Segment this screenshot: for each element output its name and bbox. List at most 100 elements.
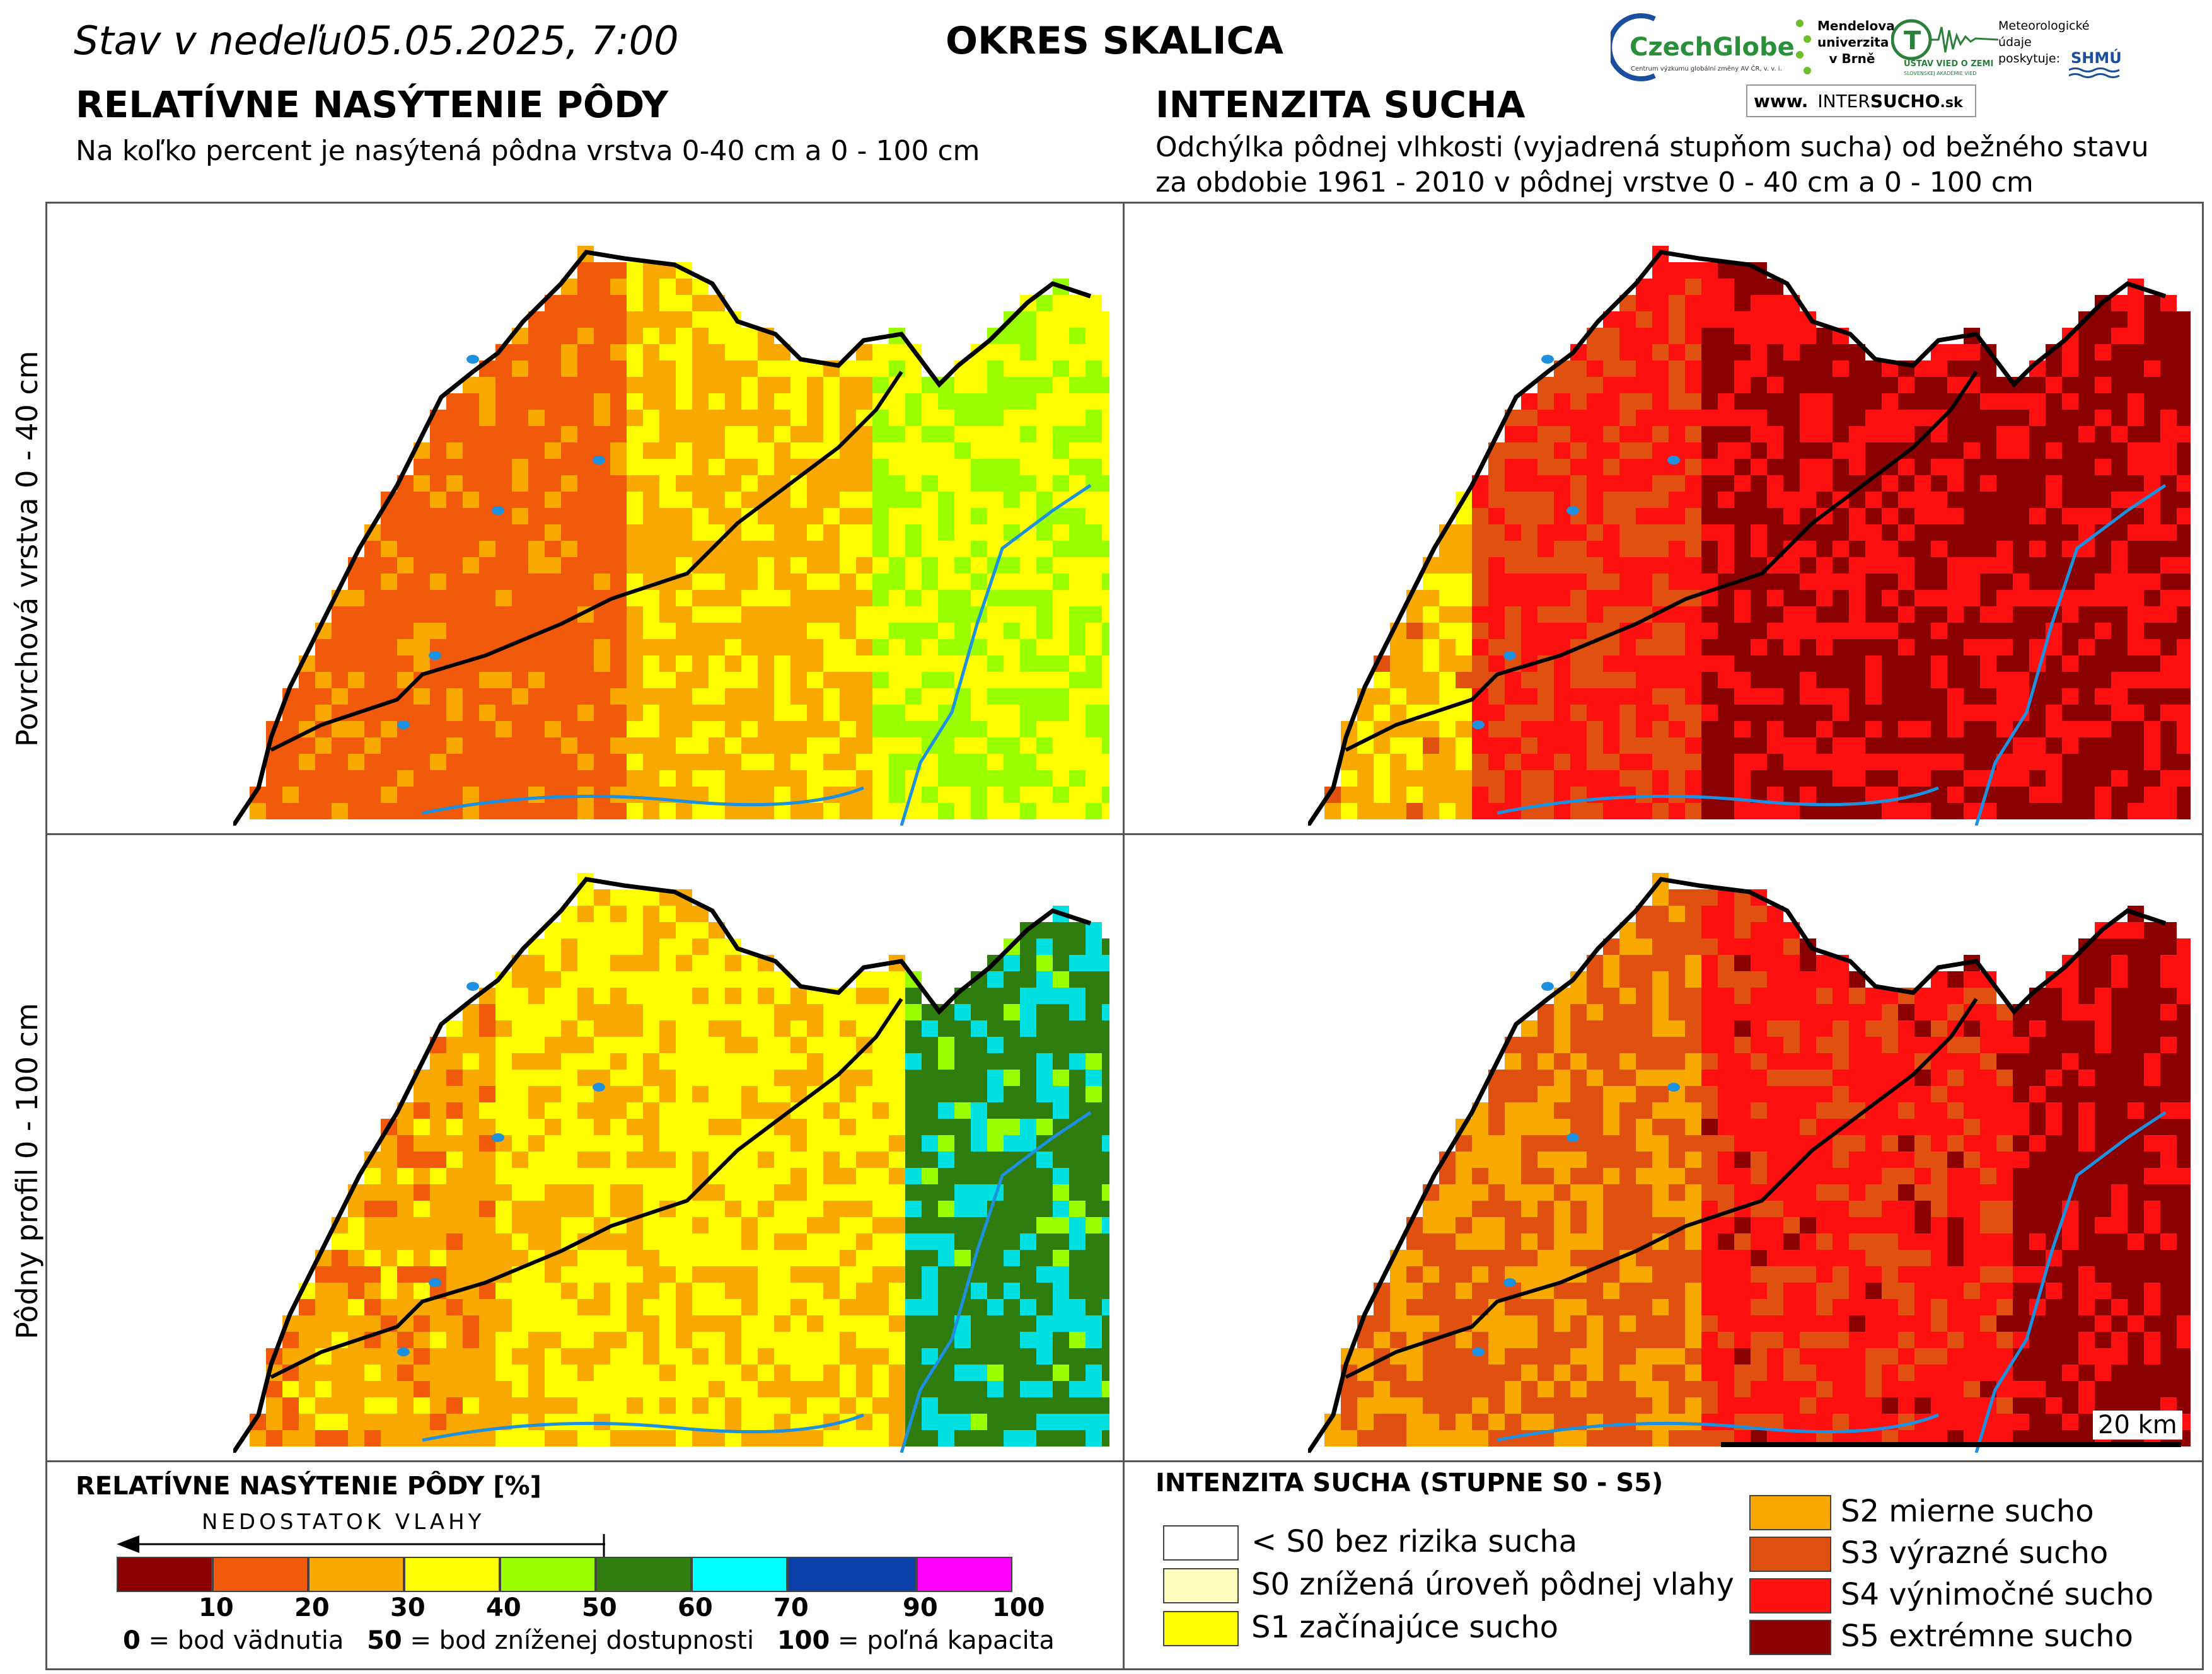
raster-cell: [2078, 541, 2095, 557]
raster-cell: [1537, 688, 1554, 705]
raster-cell: [610, 606, 627, 623]
river: [422, 1111, 1092, 1453]
raster-cell: [692, 1348, 709, 1365]
raster-cell: [1718, 889, 1734, 906]
raster-cell: [643, 721, 659, 737]
raster-cell: [1898, 508, 1914, 524]
raster-cell: [1086, 557, 1102, 574]
raster-cell: [545, 557, 561, 574]
raster-cell: [643, 754, 659, 770]
raster-cell: [1751, 442, 1767, 459]
raster-cell: [2111, 1004, 2128, 1020]
raster-cell: [643, 787, 659, 803]
raster-cell: [397, 639, 414, 655]
raster-cell: [692, 1119, 709, 1135]
raster-cell: [1685, 1053, 1701, 1070]
raster-cell: [1036, 1168, 1053, 1184]
raster-cell: [1086, 1020, 1102, 1037]
raster-cell: [1570, 737, 1587, 754]
raster-cell: [266, 1381, 282, 1397]
raster-cell: [2078, 557, 2095, 574]
raster-cell: [643, 1020, 659, 1037]
raster-cell: [725, 475, 741, 492]
raster-cell: [1036, 393, 1053, 410]
raster-cell: [1036, 1184, 1053, 1201]
raster-cell: [1521, 672, 1537, 688]
raster-cell: [922, 1152, 938, 1168]
raster-cell: [495, 492, 512, 508]
raster-cell: [676, 1037, 692, 1053]
raster-cell: [1069, 639, 1086, 655]
raster-cell: [1570, 1119, 1587, 1135]
raster-cell: [495, 1184, 512, 1201]
raster-cell: [938, 393, 954, 410]
raster-cell: [1931, 988, 1947, 1004]
row-label-profile: Pôdny profil 0 - 100 cm: [10, 1003, 44, 1339]
raster-cell: [2029, 1037, 2046, 1053]
raster-cell: [758, 393, 774, 410]
raster-cell: [1554, 475, 1570, 492]
raster-cell: [823, 1135, 840, 1152]
raster-cell: [1882, 606, 1898, 623]
raster-cell: [1783, 737, 1800, 754]
raster-cell: [512, 1348, 528, 1365]
raster-cell: [1069, 410, 1086, 426]
raster-cell: [692, 938, 709, 955]
raster-cell: [1800, 1168, 1816, 1184]
raster-cell: [1570, 688, 1587, 705]
raster-cell: [1053, 1283, 1069, 1299]
raster-cell: [1554, 1152, 1570, 1168]
raster-cell: [1439, 655, 1456, 672]
raster-cell: [1053, 787, 1069, 803]
raster-cell: [2144, 938, 2160, 955]
intersucho-logo: www. INTERSUCHO.sk: [1746, 84, 1976, 117]
raster-cell: [2160, 524, 2177, 541]
raster-cell: [545, 1168, 561, 1184]
raster-cell: [1734, 770, 1751, 787]
raster-cell: [709, 361, 725, 377]
raster-cell: [889, 770, 905, 787]
raster-cell: [1102, 377, 1109, 393]
raster-cell: [495, 1020, 512, 1037]
raster-cell: [807, 492, 823, 508]
raster-cell: [1619, 1037, 1636, 1053]
raster-cell: [922, 721, 938, 737]
raster-cell: [2046, 1053, 2062, 1070]
raster-cell: [790, 492, 807, 508]
raster-cell: [545, 1414, 561, 1430]
raster-cell: [1996, 475, 2013, 492]
raster-cell: [594, 688, 610, 705]
raster-cell: [823, 1283, 840, 1299]
raster-cell: [1004, 1430, 1020, 1446]
raster-cell: [446, 1168, 463, 1184]
raster-cell: [971, 1397, 987, 1414]
raster-cell: [430, 1365, 446, 1381]
raster-cell: [758, 655, 774, 672]
raster-cell: [807, 1037, 823, 1053]
raster-cell: [479, 557, 495, 574]
raster-cell: [954, 1250, 971, 1266]
raster-cell: [1570, 1086, 1587, 1102]
raster-cell: [643, 1266, 659, 1283]
raster-cell: [971, 1152, 987, 1168]
raster-cell: [1800, 557, 1816, 574]
raster-cell: [545, 1365, 561, 1381]
raster-cell: [758, 590, 774, 606]
raster-cell: [1439, 639, 1456, 655]
raster-cell: [1767, 442, 1783, 459]
raster-cell: [577, 311, 594, 328]
raster-cell: [495, 426, 512, 442]
raster-cell: [954, 721, 971, 737]
raster-cell: [561, 1201, 577, 1217]
raster-cell: [872, 426, 889, 442]
raster-cell: [659, 295, 676, 311]
raster-cell: [1931, 524, 1947, 541]
raster-cell: [938, 1250, 954, 1266]
raster-cell: [2160, 1070, 2177, 1086]
raster-cell: [938, 1266, 954, 1283]
raster-cell: [1587, 606, 1603, 623]
raster-cell: [364, 688, 381, 705]
raster-cell: [610, 508, 627, 524]
raster-cell: [1587, 1168, 1603, 1184]
raster-cell: [430, 475, 446, 492]
